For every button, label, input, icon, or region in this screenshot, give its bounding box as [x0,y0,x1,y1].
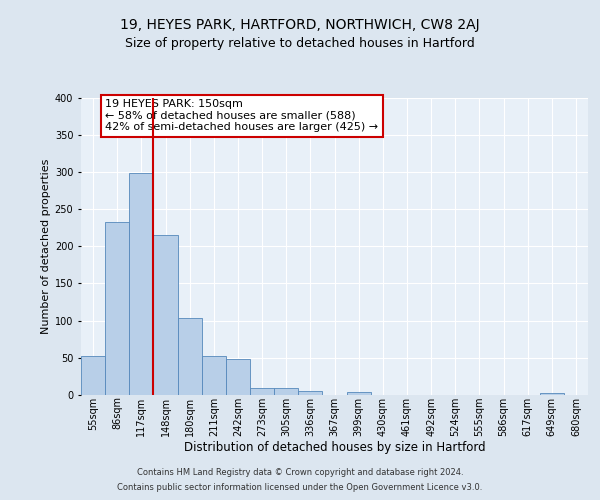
Text: Contains public sector information licensed under the Open Government Licence v3: Contains public sector information licen… [118,483,482,492]
Y-axis label: Number of detached properties: Number of detached properties [41,158,50,334]
X-axis label: Distribution of detached houses by size in Hartford: Distribution of detached houses by size … [184,442,485,454]
Bar [274,388,298,395]
Bar [154,235,178,395]
Bar [298,390,322,395]
Bar [129,174,154,395]
Bar [178,318,202,395]
Text: 19, HEYES PARK, HARTFORD, NORTHWICH, CW8 2AJ: 19, HEYES PARK, HARTFORD, NORTHWICH, CW8… [120,18,480,32]
Bar [202,356,226,395]
Bar [540,393,564,395]
Text: Size of property relative to detached houses in Hartford: Size of property relative to detached ho… [125,38,475,51]
Bar [81,356,105,395]
Bar [347,392,371,395]
Text: 19 HEYES PARK: 150sqm
← 58% of detached houses are smaller (588)
42% of semi-det: 19 HEYES PARK: 150sqm ← 58% of detached … [105,99,378,132]
Bar [105,222,129,395]
Text: Contains HM Land Registry data © Crown copyright and database right 2024.: Contains HM Land Registry data © Crown c… [137,468,463,477]
Bar [250,388,274,395]
Bar [226,360,250,395]
